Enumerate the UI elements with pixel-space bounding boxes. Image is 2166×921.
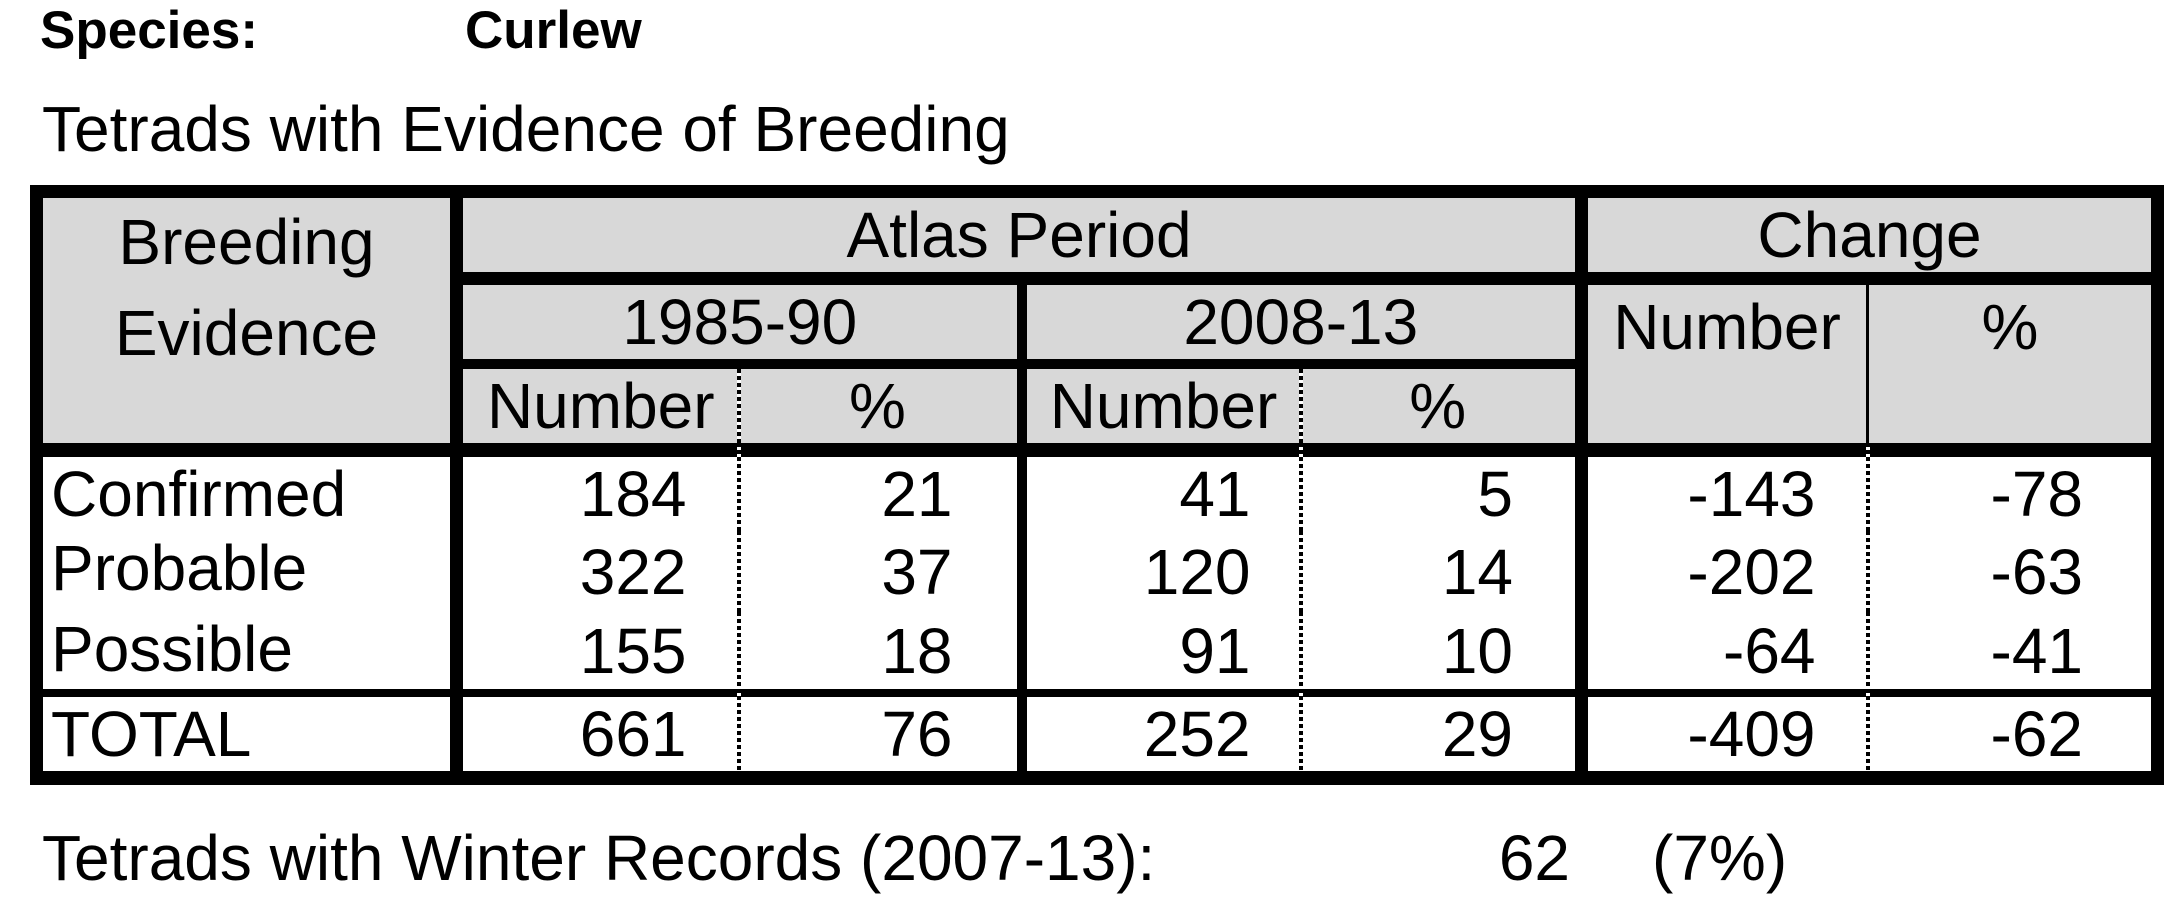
header-p2-percent: %	[1298, 364, 1582, 457]
header-p2-number: Number	[1016, 364, 1301, 457]
cell-value: 14	[1298, 531, 1582, 612]
cell-value: 91	[1016, 612, 1301, 693]
row-label: Possible	[36, 612, 463, 693]
header-change: Change	[1575, 191, 2158, 285]
species-value: Curlew	[465, 1, 642, 60]
cell-value: 76	[736, 689, 1022, 778]
cell-value: -143	[1575, 450, 1868, 531]
table-row-confirmed: Confirmed 184 21 41 5 -143 -78	[36, 436, 2158, 531]
cell-value: -78	[1865, 436, 2158, 531]
cell-value: 252	[1016, 689, 1301, 778]
cell-value: 41	[1016, 450, 1301, 531]
header-p1-number: Number	[450, 364, 739, 457]
row-label: Confirmed	[36, 450, 463, 531]
cell-value: -202	[1575, 531, 1868, 612]
header-period-2008-13: 2008-13	[1016, 278, 1582, 369]
winter-records-label: Tetrads with Winter Records (2007-13):	[42, 822, 1156, 894]
header-row-1: Breeding Evidence Atlas Period Change	[36, 191, 2158, 457]
page-subtitle: Tetrads with Evidence of Breeding	[42, 93, 1010, 165]
cell-value: 155	[450, 612, 739, 693]
header-row-2: 1985-90 2008-13 Number %	[37, 278, 2158, 457]
cell-value: 5	[1298, 436, 1582, 531]
table-row-probable: Probable 322 37 120 14 -202 -63	[36, 531, 2158, 612]
header-period-1985-90: 1985-90	[450, 278, 1022, 369]
winter-records-value: 62	[1498, 822, 1570, 894]
header-breeding-line1: Breeding	[118, 206, 375, 278]
table-row-total: TOTAL 661 76 252 29 -409 -62	[36, 689, 2158, 778]
header-atlas-period: Atlas Period	[450, 191, 1582, 285]
cell-value: 37	[736, 531, 1022, 612]
cell-value: 21	[736, 436, 1022, 531]
cell-value: -409	[1575, 689, 1868, 778]
cell-value: -62	[1865, 689, 2158, 778]
header-row-3: Number % Number %	[37, 364, 2158, 457]
header-change-percent: %	[1866, 278, 2158, 457]
row-label: TOTAL	[36, 689, 463, 778]
header-breeding-evidence: Breeding Evidence	[36, 191, 463, 457]
cell-value: 661	[450, 689, 739, 778]
cell-value: 29	[1298, 689, 1582, 778]
breeding-evidence-table: Breeding Evidence Atlas Period Change 19…	[30, 185, 2164, 785]
species-label: Species:	[40, 1, 259, 60]
cell-value: -41	[1865, 612, 2158, 693]
cell-value: -64	[1575, 612, 1868, 693]
header-p1-percent: %	[736, 364, 1022, 457]
cell-value: 184	[450, 450, 739, 531]
header-change-number: Number	[1575, 278, 1868, 457]
winter-records-percent: (7%)	[1652, 822, 1788, 894]
cell-value: 322	[450, 531, 739, 612]
cell-value: -63	[1865, 531, 2158, 612]
row-label: Probable	[36, 531, 463, 612]
table-row-possible: Possible 155 18 91 10 -64 -41	[36, 612, 2158, 693]
cell-value: 10	[1298, 612, 1582, 693]
header-breeding-line2: Evidence	[114, 297, 379, 369]
cell-value: 18	[736, 612, 1022, 693]
cell-value: 120	[1016, 531, 1301, 612]
